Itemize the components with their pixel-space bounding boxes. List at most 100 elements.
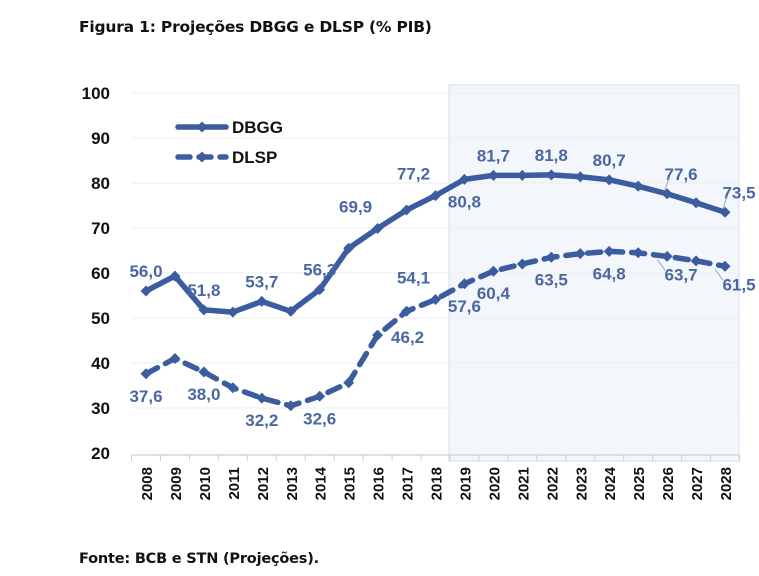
data-point-dbgg bbox=[198, 304, 210, 316]
figure-source: Fonte: BCB e STN (Projeções). bbox=[79, 551, 319, 567]
data-label: 38,0 bbox=[187, 385, 220, 404]
legend-marker-dlsp bbox=[196, 151, 208, 163]
gridlines bbox=[132, 92, 739, 409]
data-point-dbgg bbox=[256, 295, 268, 307]
data-point-dlsp bbox=[256, 392, 268, 404]
label-leader-line bbox=[656, 259, 666, 271]
data-label: 77,2 bbox=[397, 165, 430, 184]
data-label: 37,6 bbox=[129, 387, 162, 406]
data-point-dbgg bbox=[430, 190, 441, 202]
y-tick-label: 30 bbox=[91, 399, 110, 418]
x-tick-label: 2020 bbox=[486, 467, 503, 500]
data-point-dbgg bbox=[719, 206, 731, 218]
data-labels: 56,0 51,8 53,7 56,3 69,9 77,2 80,8 81,7 81,8 80,7… bbox=[129, 146, 755, 430]
data-label: 73,5 bbox=[722, 183, 755, 202]
data-point-dlsp bbox=[458, 278, 470, 290]
legend-label-dlsp: DLSP bbox=[232, 148, 277, 167]
data-point-dlsp bbox=[285, 400, 297, 412]
data-label: 81,7 bbox=[477, 146, 510, 165]
y-tick-label: 60 bbox=[91, 264, 110, 283]
data-point-dbgg bbox=[169, 270, 181, 282]
y-tick-label: 20 bbox=[91, 444, 110, 463]
x-tick-label: 2009 bbox=[168, 467, 185, 500]
legend-marker-dbgg bbox=[196, 121, 208, 133]
data-point-dlsp bbox=[574, 248, 586, 260]
data-label: 63,5 bbox=[535, 270, 568, 289]
data-label: 57,6 bbox=[448, 297, 481, 316]
x-tick-label: 2016 bbox=[371, 467, 388, 500]
data-point-dbgg bbox=[343, 242, 355, 254]
data-point-dlsp bbox=[661, 250, 673, 262]
label-leader-line bbox=[714, 268, 724, 281]
data-point-dlsp bbox=[719, 260, 731, 272]
data-point-dbgg bbox=[227, 306, 239, 318]
data-point-dbgg bbox=[285, 305, 297, 317]
data-label: 64,8 bbox=[593, 264, 626, 283]
x-tick-label: 2010 bbox=[197, 467, 214, 500]
data-point-dbgg bbox=[372, 222, 384, 234]
data-point-dbgg bbox=[314, 284, 326, 296]
x-tick-label: 2013 bbox=[284, 467, 301, 500]
y-tick-label: 100 bbox=[82, 84, 110, 103]
x-tick-label: 2011 bbox=[226, 467, 243, 500]
data-point-dlsp bbox=[343, 377, 355, 389]
x-tick-label: 2014 bbox=[313, 466, 330, 500]
data-point-dbgg bbox=[661, 188, 673, 200]
data-label: 80,7 bbox=[593, 151, 626, 170]
x-tick-label: 2026 bbox=[660, 467, 677, 500]
x-tick-label: 2015 bbox=[342, 467, 359, 500]
data-point-dlsp bbox=[545, 251, 557, 263]
figure-title: Figura 1: Projeções DBGG e DLSP (% PIB) bbox=[79, 18, 432, 36]
data-label: 54,1 bbox=[397, 269, 430, 288]
x-tick-label: 2008 bbox=[139, 467, 156, 500]
data-point-dlsp bbox=[198, 366, 210, 378]
label-leader-line bbox=[722, 196, 728, 209]
data-point-dlsp bbox=[169, 353, 181, 364]
y-tick-label: 40 bbox=[91, 354, 110, 373]
data-label: 32,2 bbox=[245, 411, 278, 430]
x-tick-label: 2017 bbox=[400, 467, 417, 500]
data-label: 77,6 bbox=[665, 165, 698, 184]
data-point-dlsp bbox=[140, 368, 152, 380]
x-tick-label: 2021 bbox=[515, 467, 532, 500]
y-tick-label: 80 bbox=[91, 174, 110, 193]
x-tick-label: 2012 bbox=[255, 467, 272, 500]
x-tick-label: 2027 bbox=[689, 467, 706, 500]
legend: DBGG DLSP bbox=[175, 118, 283, 167]
data-point-dbgg bbox=[458, 173, 470, 185]
y-tick-label: 70 bbox=[91, 219, 110, 238]
data-point-dlsp bbox=[487, 265, 499, 277]
x-tick-label: 2028 bbox=[718, 467, 735, 500]
data-point-dlsp bbox=[314, 390, 326, 402]
data-label: 32,6 bbox=[303, 409, 336, 428]
data-label: 63,7 bbox=[665, 265, 698, 284]
x-tick-label: 2022 bbox=[544, 467, 561, 500]
data-label: 60,4 bbox=[477, 284, 511, 303]
x-tick-label: 2024 bbox=[602, 466, 619, 500]
data-label: 56,3 bbox=[303, 261, 336, 280]
data-label: 81,8 bbox=[535, 146, 568, 165]
data-point-dbgg bbox=[690, 197, 702, 209]
data-point-dlsp bbox=[516, 258, 528, 270]
data-point-dbgg bbox=[603, 174, 615, 186]
series-layer bbox=[140, 169, 731, 412]
data-point-dbgg bbox=[516, 169, 528, 181]
y-tick-label: 90 bbox=[91, 129, 110, 148]
y-tick-label: 50 bbox=[91, 309, 110, 328]
data-point-dbgg bbox=[140, 285, 152, 297]
data-label: 46,2 bbox=[391, 328, 424, 347]
x-tick-label: 2023 bbox=[573, 467, 590, 500]
data-label: 51,8 bbox=[187, 281, 220, 300]
data-point-dlsp bbox=[372, 329, 384, 341]
x-tick-label: 2019 bbox=[457, 467, 474, 500]
data-point-dlsp bbox=[430, 294, 441, 306]
data-label: 56,0 bbox=[129, 262, 162, 281]
legend-label-dbgg: DBGG bbox=[232, 118, 283, 137]
label-leader-line bbox=[664, 177, 670, 190]
x-tick-label: 2018 bbox=[429, 467, 446, 500]
data-point-dbgg bbox=[632, 180, 644, 192]
y-axis: 20 30 40 50 60 70 80 90 100 bbox=[82, 84, 110, 463]
data-point-dbgg bbox=[545, 169, 557, 181]
data-label: 61,5 bbox=[722, 275, 755, 294]
